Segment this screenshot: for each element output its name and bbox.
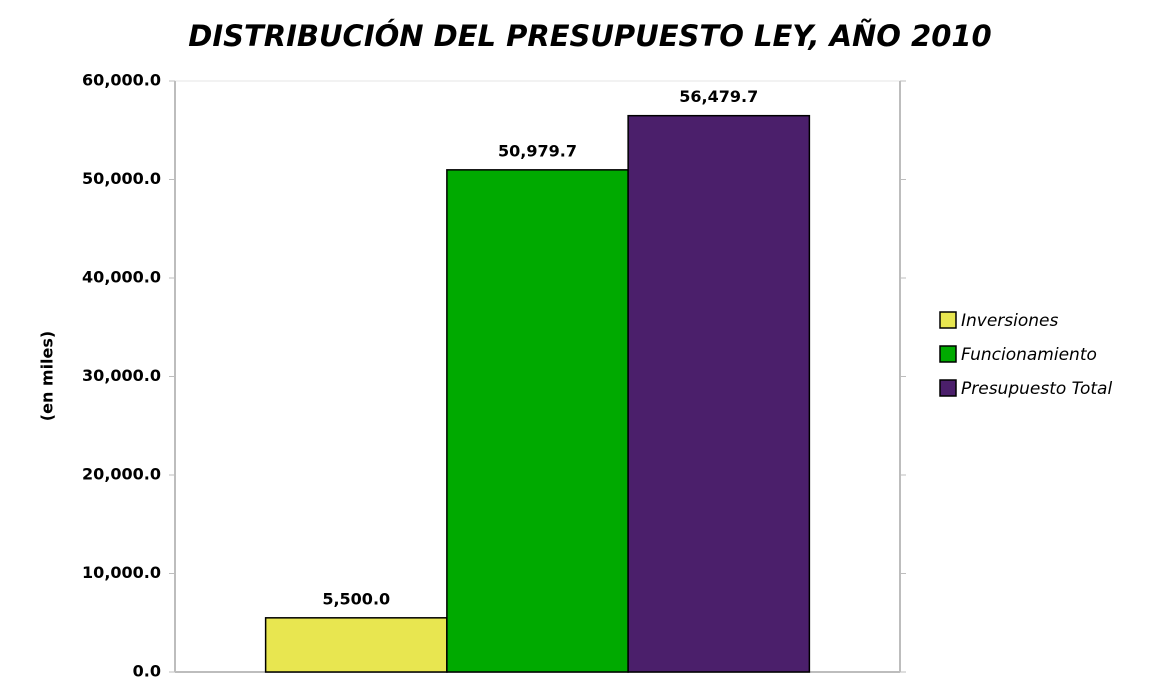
y-tick-label: 0.0 xyxy=(133,662,161,681)
value-label: 56,479.7 xyxy=(679,87,758,106)
y-axis-label: (en miles) xyxy=(38,331,57,421)
chart-title: DISTRIBUCIÓN DEL PRESUPUESTO LEY, AÑO 20… xyxy=(188,19,992,53)
legend-swatch xyxy=(939,345,957,363)
legend-swatch xyxy=(939,311,957,329)
bar xyxy=(446,169,629,673)
value-label: 50,979.7 xyxy=(498,141,577,160)
legend-label: Inversiones xyxy=(961,311,1059,331)
legend-swatch xyxy=(939,379,957,397)
y-tick-label: 30,000.0 xyxy=(82,366,161,385)
legend-label: Presupuesto Total xyxy=(961,379,1112,399)
y-tick-label: 50,000.0 xyxy=(82,169,161,188)
bar xyxy=(627,114,811,673)
y-tick-label: 60,000.0 xyxy=(82,71,161,90)
value-label: 5,500.0 xyxy=(322,589,390,608)
legend-label: Funcionamiento xyxy=(961,345,1097,365)
y-tick-label: 10,000.0 xyxy=(82,563,161,582)
bar xyxy=(264,617,448,673)
y-tick-label: 40,000.0 xyxy=(82,268,161,287)
y-tick-label: 20,000.0 xyxy=(82,465,161,484)
